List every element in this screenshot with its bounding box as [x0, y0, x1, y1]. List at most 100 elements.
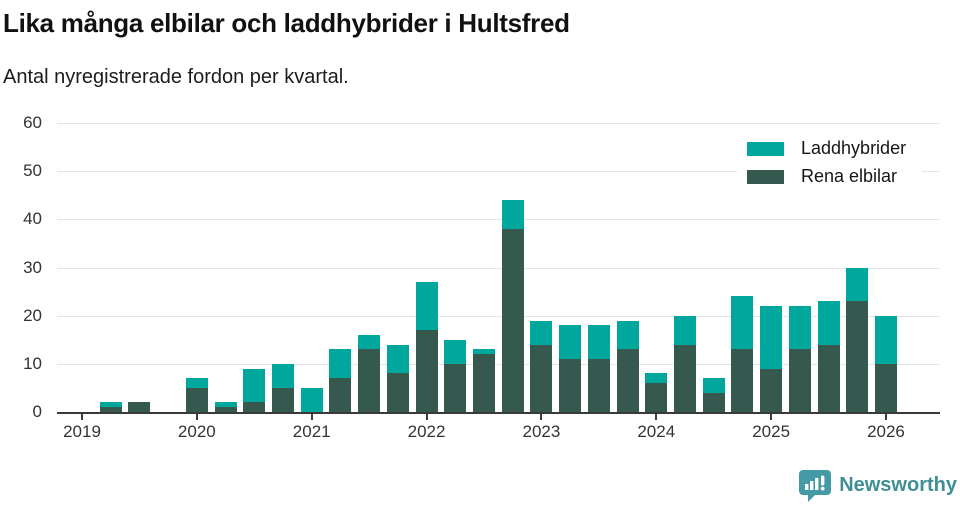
segment-laddhybrider [358, 334, 381, 350]
bar-2019-q2 [99, 123, 122, 412]
segment-laddhybrider [472, 349, 495, 355]
segment-laddhybrider [99, 402, 122, 408]
x-tick-2025 [770, 414, 773, 420]
x-axis-label-2022: 2022 [407, 422, 446, 441]
segment-rena-elbilar [673, 344, 696, 412]
chart-subtitle: Antal nyregistrerade fordon per kvartal. [3, 66, 349, 88]
gridline-20 [57, 315, 940, 317]
segment-laddhybrider [731, 296, 754, 350]
y-axis-label-40: 40 [23, 209, 42, 229]
segment-laddhybrider [530, 320, 553, 345]
segment-rena-elbilar [760, 368, 783, 412]
segment-laddhybrider [587, 325, 610, 360]
segment-laddhybrider [386, 344, 409, 374]
segment-laddhybrider [185, 378, 208, 388]
segment-laddhybrider [214, 402, 237, 408]
x-axis-label-2020: 2020 [177, 422, 216, 441]
bar-2021-q4 [386, 123, 409, 412]
segment-laddhybrider [444, 339, 467, 364]
segment-rena-elbilar [559, 359, 582, 412]
bar-2021-q3 [358, 123, 381, 412]
segment-laddhybrider [645, 373, 668, 384]
legend-item-laddhybrider: Laddhybrider [747, 138, 906, 159]
segment-rena-elbilar [329, 378, 352, 412]
legend: Laddhybrider Rena elbilar [737, 133, 923, 192]
segment-laddhybrider [702, 378, 725, 393]
bar-2024-q1 [645, 123, 668, 412]
segment-rena-elbilar [214, 407, 237, 412]
brand-name: Newsworthy [839, 474, 957, 496]
segment-rena-elbilar [616, 349, 639, 412]
x-axis-label-2019: 2019 [63, 422, 101, 441]
bar-2021-q1 [300, 123, 323, 412]
segment-laddhybrider [329, 349, 352, 379]
bar-2025-q2 [788, 123, 811, 412]
segment-laddhybrider [300, 387, 323, 412]
segment-rena-elbilar [788, 349, 811, 412]
segment-rena-elbilar [358, 349, 381, 412]
segment-rena-elbilar [501, 228, 524, 412]
segment-laddhybrider [271, 363, 294, 388]
segment-rena-elbilar [386, 373, 409, 412]
segment-rena-elbilar [99, 407, 122, 412]
x-axis-label-2026: 2026 [867, 422, 905, 441]
segment-rena-elbilar [587, 359, 610, 412]
bar-2020-q2 [214, 123, 237, 412]
segment-rena-elbilar [874, 363, 897, 412]
segment-rena-elbilar [444, 363, 467, 412]
legend-label-rena-elbilar: Rena elbilar [801, 166, 898, 186]
y-axis-label-50: 50 [23, 161, 42, 181]
bar-2023-q3 [587, 123, 610, 412]
segment-laddhybrider [760, 306, 783, 369]
x-axis-label-2024: 2024 [637, 422, 676, 441]
bar-2024-q3 [702, 123, 725, 412]
x-axis-label-2025: 2025 [752, 422, 791, 441]
x-tick-2021 [310, 414, 313, 420]
x-tick-2026 [884, 414, 887, 420]
segment-laddhybrider [817, 301, 840, 345]
legend-label-laddhybrider: Laddhybrider [801, 138, 907, 158]
bar-2023-q2 [559, 123, 582, 412]
segment-laddhybrider [243, 368, 266, 403]
x-tick-2022 [425, 414, 428, 420]
gridline-30 [57, 267, 940, 269]
y-axis-label-60: 60 [23, 113, 42, 132]
segment-laddhybrider [874, 315, 897, 364]
segment-laddhybrider [501, 200, 524, 229]
gridline-60 [57, 123, 940, 124]
segment-laddhybrider [415, 281, 438, 331]
bar-2020-q4 [271, 123, 294, 412]
segment-laddhybrider [616, 320, 639, 350]
x-tick-2024 [655, 414, 658, 420]
segment-rena-elbilar [472, 354, 495, 412]
x-tick-2019 [81, 414, 83, 420]
plot-area: 0 10 20 30 40 50 60 2019 2020 2021 2022 2023 2024 202… [23, 114, 940, 441]
segment-rena-elbilar [731, 349, 754, 412]
segment-rena-elbilar [415, 330, 438, 412]
x-tick-2023 [540, 414, 543, 420]
bar-2025-q1 [760, 123, 783, 412]
bar-2021-q2 [329, 123, 352, 412]
y-axis-label-0: 0 [32, 402, 42, 421]
segment-rena-elbilar [645, 383, 668, 412]
x-axis-label-2023: 2023 [522, 422, 561, 441]
segment-rena-elbilar [846, 301, 869, 412]
segment-rena-elbilar [128, 402, 151, 412]
segment-laddhybrider [846, 267, 869, 302]
newsworthy-logo-icon [798, 469, 832, 502]
chart-title: Lika många elbilar och laddhybrider i Hu… [3, 8, 570, 38]
segment-rena-elbilar [702, 392, 725, 412]
y-axis-label-30: 30 [23, 257, 42, 277]
y-axis-label-10: 10 [23, 353, 42, 373]
bar-2022-q1 [415, 123, 438, 412]
gridline-40 [57, 219, 940, 221]
bar-2025-q4 [846, 123, 869, 412]
segment-rena-elbilar [185, 387, 208, 412]
gridline-50 [57, 171, 940, 173]
bar-2022-q2 [444, 123, 467, 412]
x-axis-label-2021: 2021 [292, 422, 331, 441]
bar-2022-q4 [501, 123, 524, 412]
bar-2020-q1 [185, 123, 208, 412]
segment-rena-elbilar [271, 387, 294, 412]
bar-2026-q1 [874, 123, 897, 412]
